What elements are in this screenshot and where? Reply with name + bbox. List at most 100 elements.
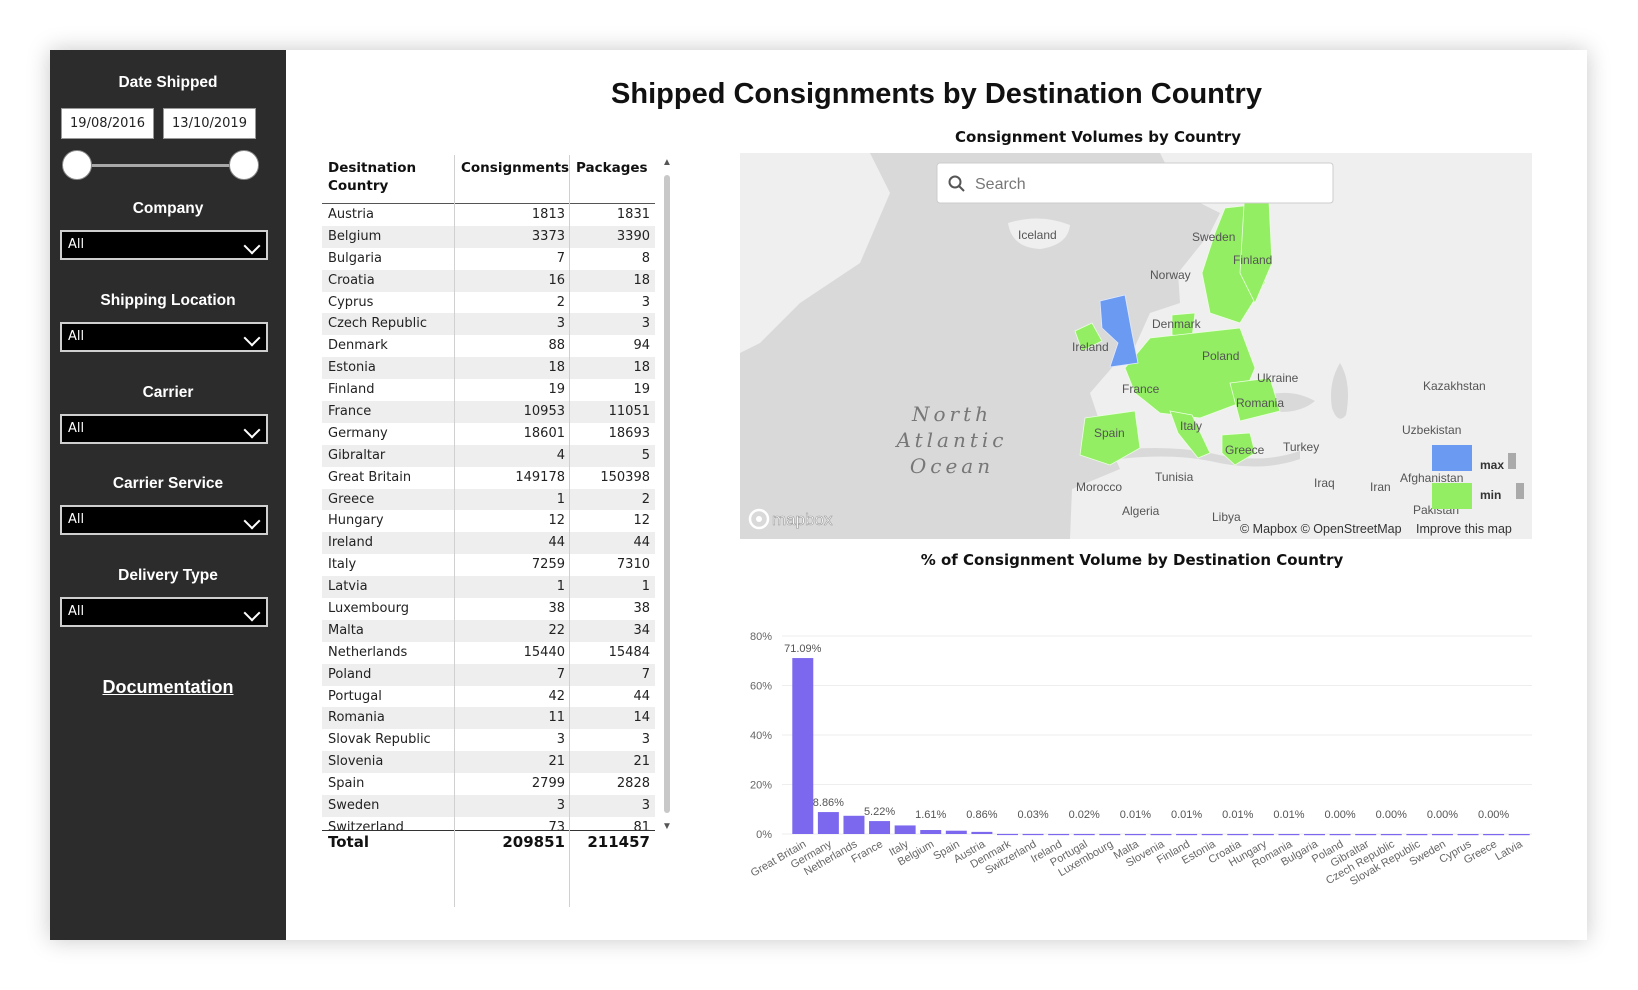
table-row[interactable]: Cyprus 2 3 bbox=[322, 292, 655, 314]
bar[interactable] bbox=[1073, 833, 1095, 836]
table-row[interactable]: Estonia 18 18 bbox=[322, 357, 655, 380]
delivery-type-dropdown[interactable]: All bbox=[60, 597, 268, 627]
cell-country: Latvia bbox=[328, 579, 368, 595]
consignment-map[interactable]: Iceland Sweden Finland Norway Denmark Ireland… bbox=[740, 153, 1532, 539]
legend-slider-handle[interactable] bbox=[1508, 453, 1516, 469]
bar[interactable] bbox=[971, 831, 993, 834]
bar[interactable] bbox=[996, 833, 1018, 836]
column-header-country[interactable]: Desitnation Country bbox=[328, 160, 417, 194]
bar[interactable] bbox=[817, 812, 839, 834]
mapbox-logo[interactable]: mapbox bbox=[772, 510, 834, 530]
table-row[interactable]: Ireland 44 44 bbox=[322, 532, 655, 555]
table-row[interactable]: Spain 2799 2828 bbox=[322, 773, 655, 795]
table-body[interactable]: Austria 1813 1831 Belgium 3373 3390 Bulgaria 7 8… bbox=[322, 204, 655, 830]
table-row[interactable]: Great Britain 149178 150398 bbox=[322, 467, 655, 489]
table-row[interactable]: Switzerland 73 81 bbox=[322, 817, 655, 830]
table-scrollbar[interactable]: ▲ ▼ bbox=[662, 155, 672, 845]
table-row[interactable]: Slovenia 21 21 bbox=[322, 751, 655, 774]
table-row[interactable]: Portugal 42 44 bbox=[322, 686, 655, 708]
column-header-consignments[interactable]: Consignments bbox=[461, 160, 570, 176]
legend-slider-handle[interactable] bbox=[1516, 483, 1524, 499]
table-row[interactable]: Latvia 1 1 bbox=[322, 576, 655, 599]
date-end-input[interactable]: 13/10/2019 bbox=[163, 108, 256, 139]
table-row[interactable]: Netherlands 15440 15484 bbox=[322, 642, 655, 664]
table-row[interactable]: Czech Republic 3 3 bbox=[322, 313, 655, 336]
bar[interactable] bbox=[894, 825, 916, 834]
bar[interactable] bbox=[1150, 833, 1172, 836]
scroll-up-icon[interactable]: ▲ bbox=[662, 157, 672, 168]
bar[interactable] bbox=[1252, 833, 1274, 836]
improve-map-link[interactable]: Improve this map bbox=[1416, 522, 1512, 536]
date-slider-end-handle[interactable] bbox=[229, 150, 259, 180]
table-row[interactable]: Austria 1813 1831 bbox=[322, 204, 655, 226]
cell-packages: 7 bbox=[641, 666, 650, 682]
map-country-ireland bbox=[1074, 322, 1103, 352]
map-search-box[interactable] bbox=[936, 162, 1334, 204]
bar[interactable] bbox=[1355, 834, 1377, 836]
bar[interactable] bbox=[1201, 833, 1223, 836]
bar[interactable] bbox=[1124, 833, 1146, 836]
column-divider bbox=[569, 155, 570, 907]
table-row[interactable]: Croatia 16 18 bbox=[322, 269, 655, 292]
company-dropdown[interactable]: All bbox=[60, 230, 268, 260]
table-row[interactable]: Malta 22 34 bbox=[322, 619, 655, 642]
bar[interactable] bbox=[945, 830, 967, 834]
bar[interactable] bbox=[1457, 834, 1479, 836]
bar[interactable] bbox=[1304, 834, 1326, 836]
cell-packages: 14 bbox=[633, 710, 650, 726]
carrier-service-dropdown[interactable]: All bbox=[60, 505, 268, 535]
bar[interactable] bbox=[1508, 834, 1530, 836]
date-start-input[interactable]: 19/08/2016 bbox=[61, 108, 154, 139]
map-water bbox=[1331, 363, 1348, 419]
bar[interactable] bbox=[920, 830, 942, 834]
table-row[interactable]: Sweden 3 3 bbox=[322, 795, 655, 817]
map-place-label: Turkey bbox=[1283, 440, 1319, 454]
scrollbar-thumb[interactable] bbox=[664, 175, 670, 813]
table-row[interactable]: Bulgaria 7 8 bbox=[322, 248, 655, 270]
cell-country: Switzerland bbox=[328, 819, 404, 830]
bar[interactable] bbox=[1048, 833, 1070, 836]
bar[interactable] bbox=[792, 658, 814, 834]
documentation-link[interactable]: Documentation bbox=[102, 677, 234, 697]
table-row[interactable]: Finland 19 19 bbox=[322, 379, 655, 401]
table-row[interactable]: Gibraltar 4 5 bbox=[322, 444, 655, 467]
table-row[interactable]: Germany 18601 18693 bbox=[322, 423, 655, 445]
date-slider-track[interactable] bbox=[78, 164, 250, 167]
map-place-label: Finland bbox=[1233, 253, 1272, 267]
bar[interactable] bbox=[843, 815, 865, 834]
cell-packages: 21 bbox=[633, 754, 650, 770]
bar[interactable] bbox=[1278, 833, 1300, 836]
map-place-label: Romania bbox=[1236, 396, 1284, 410]
bar-data-label: 1.61% bbox=[915, 809, 946, 821]
bar[interactable] bbox=[1099, 833, 1121, 836]
map-place-label: Poland bbox=[1202, 349, 1239, 363]
table-row[interactable]: Greece 1 2 bbox=[322, 488, 655, 511]
shipping-location-dropdown[interactable]: All bbox=[60, 322, 268, 352]
table-row[interactable]: Hungary 12 12 bbox=[322, 510, 655, 532]
map-search-placeholder[interactable]: Search bbox=[975, 176, 1026, 193]
bar[interactable] bbox=[869, 821, 891, 834]
bar[interactable] bbox=[1227, 833, 1249, 836]
bar[interactable] bbox=[1406, 834, 1428, 836]
bar[interactable] bbox=[1431, 834, 1453, 836]
table-row[interactable]: Romania 11 14 bbox=[322, 707, 655, 730]
chevron-down-icon bbox=[243, 604, 261, 622]
table-row[interactable]: Luxembourg 38 38 bbox=[322, 598, 655, 620]
bar[interactable] bbox=[1176, 833, 1198, 836]
table-row[interactable]: Slovak Republic 3 3 bbox=[322, 729, 655, 751]
bar[interactable] bbox=[1022, 833, 1044, 836]
bar[interactable] bbox=[1329, 834, 1351, 836]
table-row[interactable]: Poland 7 7 bbox=[322, 663, 655, 686]
table-row[interactable]: France 10953 11051 bbox=[322, 401, 655, 423]
bar[interactable] bbox=[1380, 834, 1402, 836]
table-row[interactable]: Denmark 88 94 bbox=[322, 335, 655, 357]
date-slider-start-handle[interactable] bbox=[62, 150, 92, 180]
map-attribution[interactable]: © Mapbox © OpenStreetMap bbox=[1240, 522, 1402, 536]
total-consignments: 209851 bbox=[502, 833, 565, 851]
column-header-packages[interactable]: Packages bbox=[576, 160, 648, 176]
table-row[interactable]: Italy 7259 7310 bbox=[322, 554, 655, 576]
scroll-down-icon[interactable]: ▼ bbox=[662, 821, 672, 832]
bar[interactable] bbox=[1483, 834, 1505, 836]
table-row[interactable]: Belgium 3373 3390 bbox=[322, 225, 655, 248]
carrier-dropdown[interactable]: All bbox=[60, 414, 268, 444]
